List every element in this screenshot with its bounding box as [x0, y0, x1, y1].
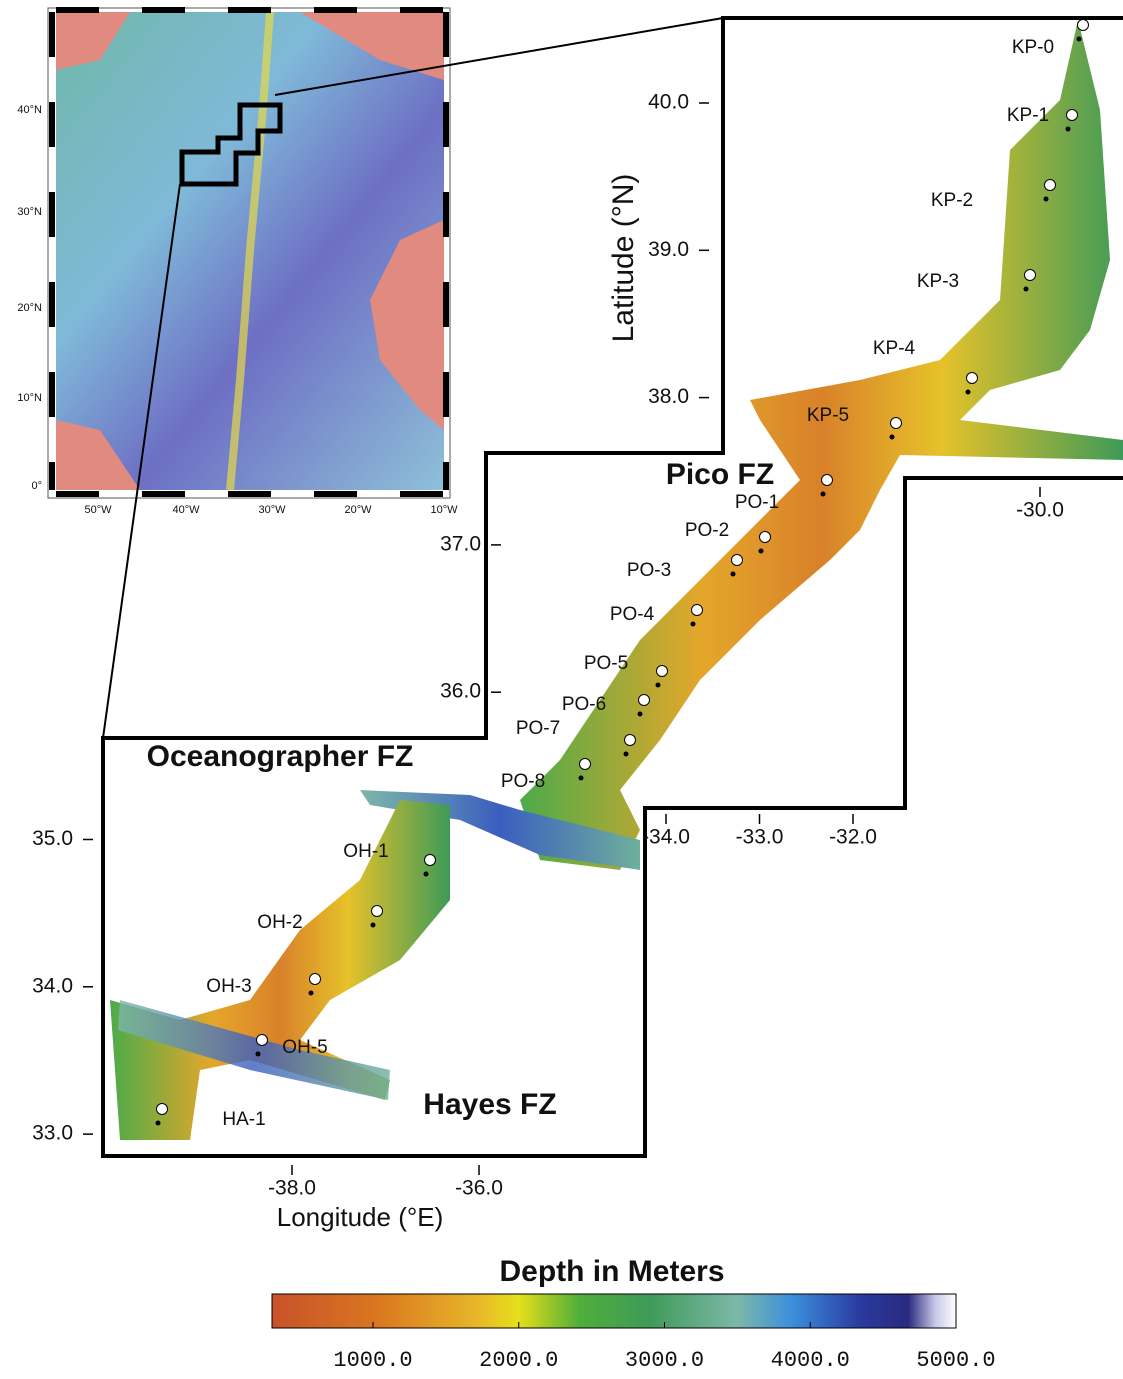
lat-tick-label: 40.0 [648, 91, 689, 114]
colorbar-tick-label: 4000.0 [771, 1348, 850, 1373]
site-label: KP-5 [807, 405, 849, 426]
dive-track [1024, 287, 1029, 292]
swath [110, 800, 450, 1140]
lat-tick-label: 37.0 [440, 532, 481, 555]
site-label: PO-1 [735, 492, 779, 513]
dive-track [256, 1052, 261, 1057]
lat-tick-label: 38.0 [648, 385, 689, 408]
fz-label: Pico FZ [666, 458, 774, 491]
lon-tick-label: -32.0 [829, 826, 877, 849]
site-label: PO-2 [685, 520, 729, 541]
inset-lat-label: 10°N [17, 392, 42, 404]
dive-track [1066, 127, 1071, 132]
colorbar-tick-label: 1000.0 [333, 1348, 412, 1373]
site-marker [760, 532, 771, 543]
site-label: PO-7 [516, 718, 560, 739]
site-marker [1045, 180, 1056, 191]
site-marker [692, 605, 703, 616]
figure: 40°N 30°N 20°N 10°N 0° 50°W 40°W 30°W 20°W 10°W K… [0, 0, 1123, 1374]
site-label: OH-3 [206, 976, 251, 997]
site-marker [657, 666, 668, 677]
lon-tick-label: -36.0 [455, 1177, 503, 1200]
fz-label: Hayes FZ [423, 1088, 556, 1121]
inset-lat-label: 20°N [17, 302, 42, 314]
dive-track [759, 549, 764, 554]
site-label: OH-2 [257, 912, 302, 933]
site-marker [425, 855, 436, 866]
x-axis-label: Longitude (°E) [277, 1202, 444, 1232]
lat-tick-label: 33.0 [32, 1122, 73, 1145]
lon-tick-label: -30.0 [1016, 499, 1064, 522]
lat-tick-label: 34.0 [32, 974, 73, 997]
lon-tick-label: -33.0 [736, 826, 784, 849]
site-label: KP-4 [873, 338, 916, 359]
colorbar-tick-label: 5000.0 [916, 1348, 995, 1373]
site-marker [967, 373, 978, 384]
dive-track [156, 1121, 161, 1126]
inset-lat-label: 0° [31, 480, 42, 492]
site-label: HA-1 [222, 1109, 265, 1130]
lat-tick-label: 39.0 [648, 238, 689, 261]
dive-track [424, 872, 429, 877]
swath [520, 20, 1123, 870]
site-marker [1078, 20, 1089, 31]
site-marker [372, 906, 383, 917]
site-marker [639, 695, 650, 706]
dive-track [691, 622, 696, 627]
site-marker [822, 475, 833, 486]
site-label: PO-5 [584, 653, 628, 674]
lat-tick-label: 36.0 [440, 680, 481, 703]
colorbar [272, 1294, 956, 1328]
site-label: KP-0 [1012, 37, 1054, 58]
inset-lon-label: 30°W [258, 504, 286, 516]
dive-track [821, 492, 826, 497]
inset-lat-label: 40°N [17, 104, 42, 116]
site-label: PO-8 [501, 771, 545, 792]
site-marker [1025, 270, 1036, 281]
site-marker [625, 735, 636, 746]
lon-tick-label: -34.0 [642, 826, 690, 849]
dive-track [624, 752, 629, 757]
inset-map [48, 8, 450, 498]
lat-tick-label: 35.0 [32, 827, 73, 850]
dive-track [1044, 197, 1049, 202]
site-label: PO-6 [562, 694, 606, 715]
site-marker [580, 759, 591, 770]
fz-label: Oceanographer FZ [147, 740, 414, 773]
site-label: KP-3 [917, 271, 959, 292]
site-marker [257, 1035, 268, 1046]
y-axis-label: Latitude (°N) [607, 174, 640, 343]
dive-track [371, 923, 376, 928]
dive-track [890, 435, 895, 440]
colorbar-tick-label: 3000.0 [625, 1348, 704, 1373]
site-label: KP-1 [1007, 105, 1049, 126]
dive-track [579, 776, 584, 781]
site-marker [157, 1104, 168, 1115]
inset-lon-label: 40°W [172, 504, 200, 516]
colorbar-tick-label: 2000.0 [479, 1348, 558, 1373]
colorbar-title: Depth in Meters [499, 1255, 724, 1288]
site-marker [310, 974, 321, 985]
site-label: OH-5 [282, 1037, 327, 1058]
lon-tick-label: -38.0 [268, 1177, 316, 1200]
site-label: KP-2 [931, 190, 973, 211]
inset-lat-label: 30°N [17, 206, 42, 218]
dive-track [638, 712, 643, 717]
site-marker [891, 418, 902, 429]
site-marker [732, 555, 743, 566]
dive-track [731, 572, 736, 577]
inset-lon-label: 20°W [344, 504, 372, 516]
dive-track [1077, 37, 1082, 42]
dive-track [309, 991, 314, 996]
inset-lon-label: 50°W [84, 504, 112, 516]
site-label: OH-1 [343, 841, 388, 862]
site-marker [1067, 110, 1078, 121]
dive-track [966, 390, 971, 395]
site-label: PO-4 [610, 604, 655, 625]
inset-lon-label: 10°W [430, 504, 458, 516]
site-label: PO-3 [627, 560, 671, 581]
dive-track [656, 683, 661, 688]
